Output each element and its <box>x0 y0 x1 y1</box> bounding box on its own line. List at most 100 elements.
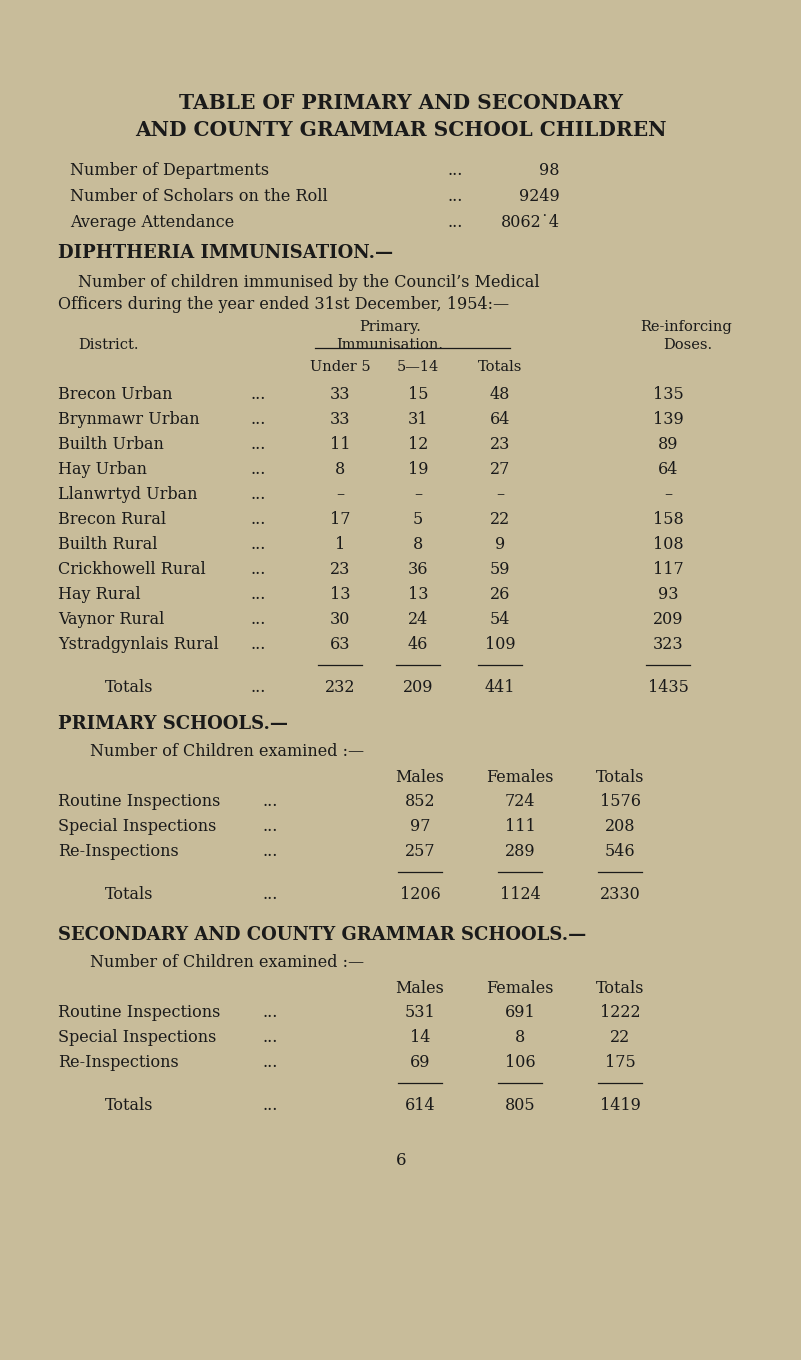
Text: –: – <box>496 486 504 503</box>
Text: Brynmawr Urban: Brynmawr Urban <box>58 411 199 428</box>
Text: ...: ... <box>262 1030 278 1046</box>
Text: Builth Urban: Builth Urban <box>58 437 164 453</box>
Text: ...: ... <box>250 411 266 428</box>
Text: 5—14: 5—14 <box>396 360 439 374</box>
Text: Vaynor Rural: Vaynor Rural <box>58 611 164 628</box>
Text: ...: ... <box>250 486 266 503</box>
Text: 323: 323 <box>653 636 683 653</box>
Text: 109: 109 <box>485 636 515 653</box>
Text: Under 5: Under 5 <box>310 360 370 374</box>
Text: 441: 441 <box>485 679 515 696</box>
Text: 111: 111 <box>505 817 535 835</box>
Text: 14: 14 <box>410 1030 430 1046</box>
Text: 1222: 1222 <box>600 1004 640 1021</box>
Text: 135: 135 <box>653 386 683 403</box>
Text: 12: 12 <box>408 437 429 453</box>
Text: 9249: 9249 <box>519 188 560 205</box>
Text: 6: 6 <box>396 1152 406 1170</box>
Text: 209: 209 <box>653 611 683 628</box>
Text: 232: 232 <box>324 679 356 696</box>
Text: 19: 19 <box>408 461 429 477</box>
Text: 175: 175 <box>605 1054 635 1072</box>
Text: District.: District. <box>78 339 139 352</box>
Text: 46: 46 <box>408 636 429 653</box>
Text: Females: Females <box>486 768 553 786</box>
Text: 1435: 1435 <box>647 679 688 696</box>
Text: 614: 614 <box>405 1098 435 1114</box>
Text: Routine Inspections: Routine Inspections <box>58 793 220 811</box>
Text: ...: ... <box>262 793 278 811</box>
Text: 13: 13 <box>330 586 350 602</box>
Text: 289: 289 <box>505 843 535 860</box>
Text: Doses.: Doses. <box>663 339 712 352</box>
Text: Builth Rural: Builth Rural <box>58 536 158 554</box>
Text: 852: 852 <box>405 793 435 811</box>
Text: 209: 209 <box>403 679 433 696</box>
Text: 93: 93 <box>658 586 678 602</box>
Text: 22: 22 <box>610 1030 630 1046</box>
Text: 108: 108 <box>653 536 683 554</box>
Text: Primary.: Primary. <box>359 320 421 335</box>
Text: ...: ... <box>250 437 266 453</box>
Text: 69: 69 <box>410 1054 430 1072</box>
Text: 23: 23 <box>330 560 350 578</box>
Text: 1206: 1206 <box>400 885 441 903</box>
Text: 54: 54 <box>490 611 510 628</box>
Text: ...: ... <box>447 214 463 231</box>
Text: 89: 89 <box>658 437 678 453</box>
Text: 1: 1 <box>335 536 345 554</box>
Text: ...: ... <box>262 885 278 903</box>
Text: 8062˙4: 8062˙4 <box>501 214 560 231</box>
Text: Number of Scholars on the Roll: Number of Scholars on the Roll <box>70 188 328 205</box>
Text: 11: 11 <box>330 437 350 453</box>
Text: 805: 805 <box>505 1098 535 1114</box>
Text: 98: 98 <box>540 162 560 180</box>
Text: 27: 27 <box>490 461 510 477</box>
Text: 24: 24 <box>408 611 428 628</box>
Text: ...: ... <box>250 386 266 403</box>
Text: Males: Males <box>396 768 445 786</box>
Text: 31: 31 <box>408 411 429 428</box>
Text: 17: 17 <box>330 511 350 528</box>
Text: ...: ... <box>262 1004 278 1021</box>
Text: 8: 8 <box>335 461 345 477</box>
Text: Brecon Rural: Brecon Rural <box>58 511 166 528</box>
Text: Ystradgynlais Rural: Ystradgynlais Rural <box>58 636 219 653</box>
Text: 33: 33 <box>330 386 350 403</box>
Text: Number of Departments: Number of Departments <box>70 162 269 180</box>
Text: ...: ... <box>262 1054 278 1072</box>
Text: 1576: 1576 <box>599 793 641 811</box>
Text: 59: 59 <box>489 560 510 578</box>
Text: Totals: Totals <box>596 768 644 786</box>
Text: 139: 139 <box>653 411 683 428</box>
Text: ...: ... <box>250 586 266 602</box>
Text: Number of Children examined :—: Number of Children examined :— <box>90 743 364 760</box>
Text: 158: 158 <box>653 511 683 528</box>
Text: 26: 26 <box>490 586 510 602</box>
Text: Brecon Urban: Brecon Urban <box>58 386 172 403</box>
Text: ...: ... <box>262 1098 278 1114</box>
Text: ...: ... <box>250 611 266 628</box>
Text: –: – <box>414 486 422 503</box>
Text: ...: ... <box>250 560 266 578</box>
Text: 2330: 2330 <box>600 885 640 903</box>
Text: 9: 9 <box>495 536 505 554</box>
Text: 106: 106 <box>505 1054 535 1072</box>
Text: ...: ... <box>262 817 278 835</box>
Text: 64: 64 <box>490 411 510 428</box>
Text: ...: ... <box>447 162 463 180</box>
Text: ...: ... <box>250 536 266 554</box>
Text: 33: 33 <box>330 411 350 428</box>
Text: 1124: 1124 <box>500 885 541 903</box>
Text: 30: 30 <box>330 611 350 628</box>
Text: 8: 8 <box>413 536 423 554</box>
Text: 1419: 1419 <box>600 1098 641 1114</box>
Text: Re-Inspections: Re-Inspections <box>58 843 179 860</box>
Text: 117: 117 <box>653 560 683 578</box>
Text: 5: 5 <box>413 511 423 528</box>
Text: 208: 208 <box>605 817 635 835</box>
Text: SECONDARY AND COUNTY GRAMMAR SCHOOLS.—: SECONDARY AND COUNTY GRAMMAR SCHOOLS.— <box>58 926 586 944</box>
Text: 15: 15 <box>408 386 429 403</box>
Text: AND COUNTY GRAMMAR SCHOOL CHILDREN: AND COUNTY GRAMMAR SCHOOL CHILDREN <box>135 120 666 140</box>
Text: 23: 23 <box>490 437 510 453</box>
